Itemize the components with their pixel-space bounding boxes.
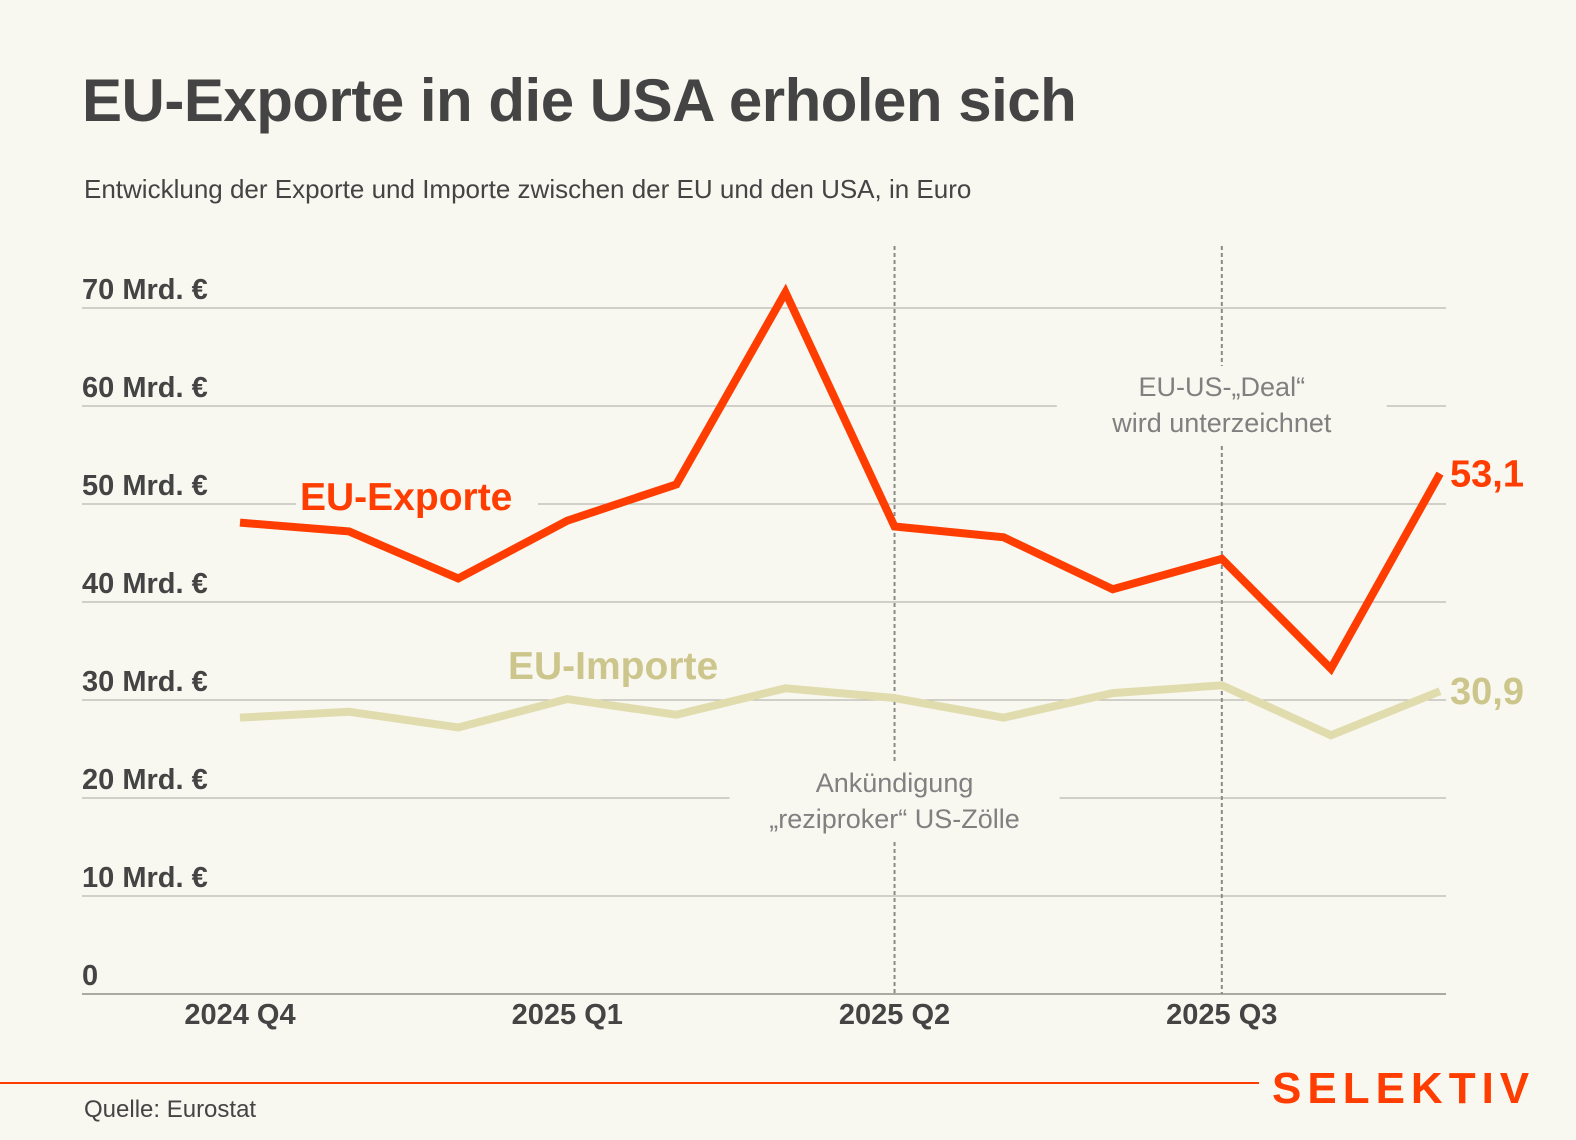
y-tick-label: 60 Mrd. €	[82, 372, 208, 404]
chart-subtitle: Entwicklung der Exporte und Importe zwis…	[84, 174, 972, 204]
annotation-background	[1056, 372, 1387, 442]
exports-line	[239, 283, 1444, 676]
x-tick-label: 2025 Q1	[512, 999, 623, 1031]
line-chart: 0 10 Mrd. € 20 Mrd. € 30 Mrd. € 40 Mrd. € 50 …	[82, 246, 1524, 1031]
x-tick-label: 2024 Q4	[184, 999, 295, 1031]
imports-series-label: EU-Importe	[508, 645, 718, 688]
series-label-background	[504, 644, 748, 690]
x-tick-label: 2025 Q2	[839, 999, 950, 1031]
annotations: Ankündigung „reziproker“ US-Zölle EU-US-„D…	[729, 372, 1387, 838]
exports-end-label: 53,1	[1450, 454, 1524, 496]
series-label-background	[296, 476, 538, 522]
series-lines	[239, 283, 1444, 740]
y-axis-labels: 0 10 Mrd. € 20 Mrd. € 30 Mrd. € 40 Mrd. € 50 …	[82, 274, 208, 992]
imports-line	[239, 681, 1442, 740]
brand-logo: SELEKTIV	[1272, 1064, 1536, 1113]
event-annotation: wird unterzeichnet	[1111, 408, 1332, 438]
x-axis-labels: 2024 Q4 2025 Q1 2025 Q2 2025 Q3	[184, 999, 1277, 1031]
y-tick-label: 0	[82, 960, 98, 992]
exports-series-label: EU-Exporte	[300, 476, 512, 519]
imports-end-label: 30,9	[1450, 671, 1524, 713]
y-tick-label: 70 Mrd. €	[82, 274, 208, 306]
series-labels: 30,9 53,1 EU-Exporte EU-Importe	[296, 454, 1524, 713]
event-annotation: „reziproker“ US-Zölle	[769, 804, 1020, 834]
y-tick-label: 40 Mrd. €	[82, 568, 208, 600]
y-tick-label: 20 Mrd. €	[82, 764, 208, 796]
event-annotation: EU-US-„Deal“	[1139, 372, 1306, 402]
annotation-background	[729, 768, 1060, 838]
y-tick-label: 30 Mrd. €	[82, 666, 208, 698]
source-note: Quelle: Eurostat	[84, 1096, 257, 1123]
footer-divider	[0, 1082, 1259, 1084]
event-markers	[893, 246, 1223, 994]
event-annotation: Ankündigung	[816, 768, 974, 798]
chart-title: EU-Exporte in die USA erholen sich	[82, 67, 1077, 134]
y-tick-label: 50 Mrd. €	[82, 470, 208, 502]
y-tick-label: 10 Mrd. €	[82, 862, 208, 894]
x-tick-label: 2025 Q3	[1166, 999, 1277, 1031]
